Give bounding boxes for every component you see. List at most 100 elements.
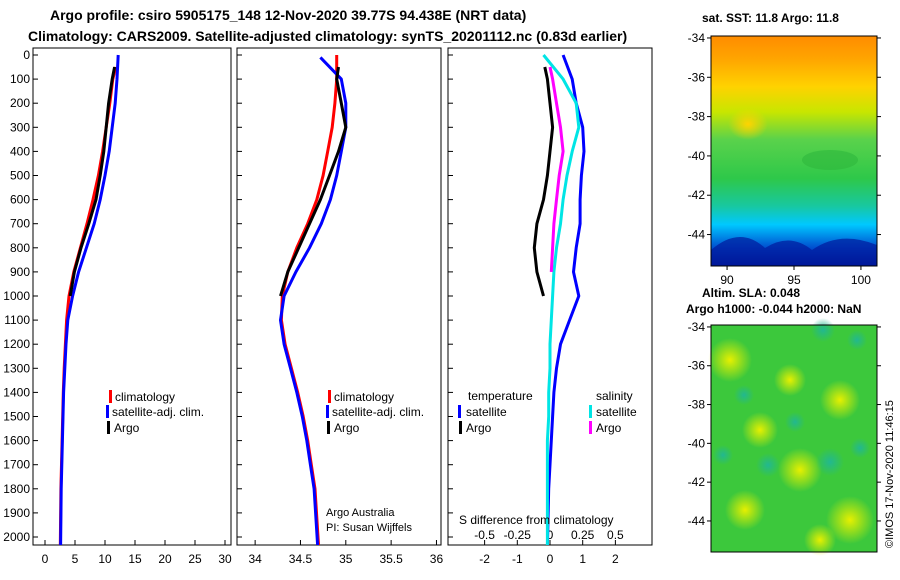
sla-low-blob [756, 453, 780, 477]
legend-title-temperature: temperature [468, 389, 533, 403]
salinity-legend: climatology satellite-adj. clim. Argo Ar… [326, 390, 424, 534]
y-tick-label: 600 [10, 193, 30, 207]
map-y-tick-label: -40 [688, 149, 706, 163]
x-tick-label-bottom: -2 [479, 552, 490, 566]
y-tick-label: 1200 [3, 337, 30, 351]
legend-title-salinity: salinity [596, 389, 633, 403]
legend-swatch-sal-satellite [589, 405, 592, 418]
series-line-climatology [58, 66, 118, 545]
x-tick-label: 35.5 [379, 552, 403, 566]
legend-swatch-temp-satellite [458, 405, 461, 418]
legend-label-argo: Argo [334, 421, 360, 435]
difference-axes: -0.5 -0.25 0 0.25 0.5 -2 -1 0 1 2 [448, 54, 624, 566]
sla-low-blob [785, 412, 805, 432]
salinity-panel-frame [236, 47, 442, 546]
map-x-tick-label: 90 [720, 273, 734, 287]
y-tick-label: 900 [10, 265, 30, 279]
sla-low-blob [816, 448, 844, 476]
y-tick-label: 1400 [3, 385, 30, 399]
legend-swatch-argo [327, 421, 330, 434]
y-tick-label: 500 [10, 169, 30, 183]
x-tick-label-top: 0 [547, 528, 554, 542]
sst-map: sat. SST: 11.8 Argo: 11.8 -34 -36 -38 -40 -4… [688, 11, 881, 287]
sla-high-blob [804, 524, 836, 556]
y-tick-label: 1800 [3, 482, 30, 496]
series-line-salinity-argo [548, 66, 565, 272]
sst-warm-patch [728, 108, 768, 140]
map-y-tick-label: -44 [688, 228, 706, 242]
sst-deep-blue-patch [711, 236, 877, 266]
sla-high-blob [778, 448, 822, 492]
sla-high-blob [774, 364, 806, 396]
figure-title-line2: Climatology: CARS2009. Satellite-adjuste… [28, 28, 627, 44]
sst-map-image [711, 36, 877, 266]
sla-high-blob [708, 338, 752, 382]
credit-line1: Argo Australia [326, 507, 395, 519]
difference-axis-title: S difference from climatology [459, 513, 614, 527]
y-tick-label: 800 [10, 241, 30, 255]
figure-title-line1: Argo profile: csiro 5905175_148 12-Nov-2… [50, 7, 526, 23]
legend-swatch-argo [107, 421, 110, 434]
x-tick-label: 0 [42, 552, 49, 566]
legend-swatch-satellite [326, 405, 329, 418]
y-tick-label: 100 [10, 72, 30, 86]
sla-low-blob [713, 445, 733, 465]
difference-legend: temperature satellite Argo salinity sate… [458, 389, 637, 527]
sla-high-blob [725, 490, 765, 530]
series-line-climatology [279, 55, 339, 545]
sla-map-subtitle: Argo h1000: -0.044 h2000: NaN [686, 302, 861, 316]
legend-label-temp-satellite: satellite [466, 405, 507, 419]
series-line-argo [68, 66, 117, 297]
legend-label-satellite: satellite-adj. clim. [332, 405, 424, 419]
salinity-lines [279, 55, 348, 545]
x-tick-label-bottom: -1 [512, 552, 523, 566]
sla-low-blob [847, 330, 867, 350]
x-tick-label-top: 0.25 [571, 528, 595, 542]
sla-map-title: Altim. SLA: 0.048 [702, 286, 800, 300]
legend-swatch-climatology [109, 390, 112, 403]
x-tick-label-top: -0.5 [474, 528, 495, 542]
legend-label-climatology: climatology [334, 390, 394, 404]
sla-map-frame [710, 324, 878, 553]
sla-map-axes: -34 -36 -38 -40 -42 -44 [688, 320, 881, 528]
legend-swatch-satellite [106, 405, 109, 418]
map-y-tick-label: -38 [688, 110, 706, 124]
map-y-tick-label: -42 [688, 188, 706, 202]
map-y-tick-label: -40 [688, 436, 706, 450]
sst-green-patch [802, 150, 858, 170]
series-line-satellite-adj-clim- [279, 56, 348, 545]
x-tick-label-bottom: 0 [547, 552, 554, 566]
x-tick-label: 34 [248, 552, 262, 566]
series-line-temperature-argo [532, 66, 555, 297]
sla-low-blob [850, 438, 870, 458]
map-x-tick-label: 100 [851, 273, 871, 287]
temperature-axes: 0100200300400500600700800900100011001200… [3, 48, 232, 566]
legend-label-climatology: climatology [115, 390, 175, 404]
legend-label-sal-satellite: satellite [596, 405, 637, 419]
legend-label-argo: Argo [114, 421, 140, 435]
legend-swatch-temp-argo [459, 421, 462, 434]
x-tick-label-bottom: 1 [579, 552, 586, 566]
y-tick-label: 1700 [3, 458, 30, 472]
sla-blobs [708, 318, 874, 556]
sla-high-blob [742, 412, 778, 448]
y-tick-label: 1500 [3, 410, 30, 424]
map-x-tick-label: 95 [787, 273, 801, 287]
sla-low-blob [734, 385, 754, 405]
y-tick-label: 700 [10, 217, 30, 231]
sst-map-title: sat. SST: 11.8 Argo: 11.8 [702, 11, 839, 25]
sst-map-axes: -34 -36 -38 -40 -42 -44 90 95 100 [688, 31, 881, 287]
map-y-tick-label: -38 [688, 398, 706, 412]
map-y-tick-label: -36 [688, 359, 706, 373]
temperature-lines [58, 54, 120, 545]
x-tick-label: 20 [158, 552, 172, 566]
legend-label-satellite: satellite-adj. clim. [112, 405, 204, 419]
series-line-satellite-adj-clim- [59, 54, 120, 545]
y-tick-label: 2000 [3, 530, 30, 544]
legend-label-sal-argo: Argo [596, 421, 622, 435]
x-tick-label-bottom: 2 [612, 552, 619, 566]
y-tick-label: 1100 [4, 313, 30, 327]
map-y-tick-label: -34 [688, 31, 706, 45]
sla-map: Altim. SLA: 0.048 Argo h1000: -0.044 h20… [686, 286, 896, 556]
